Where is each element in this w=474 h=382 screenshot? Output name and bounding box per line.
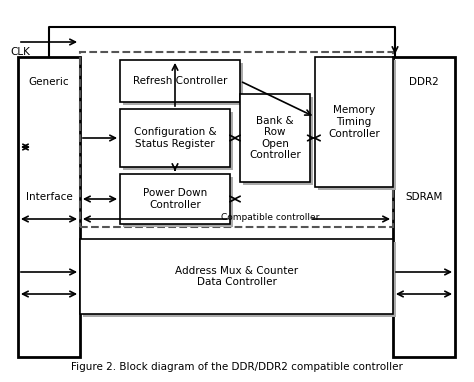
- Text: CLK: CLK: [10, 47, 30, 57]
- Bar: [123, 63, 243, 105]
- Bar: [83, 242, 396, 317]
- Bar: [120, 60, 240, 102]
- Bar: [80, 239, 393, 314]
- Bar: [80, 52, 393, 227]
- Text: Power Down
Controller: Power Down Controller: [143, 188, 207, 210]
- Text: Interface: Interface: [26, 192, 73, 202]
- Text: SDRAM: SDRAM: [405, 192, 443, 202]
- Bar: [123, 177, 233, 227]
- Bar: [393, 57, 455, 357]
- Bar: [120, 109, 230, 167]
- Text: Memory
Timing
Controller: Memory Timing Controller: [328, 105, 380, 139]
- Text: Generic: Generic: [29, 77, 69, 87]
- Bar: [18, 57, 80, 357]
- Text: Address Mux & Counter
Data Controller: Address Mux & Counter Data Controller: [175, 266, 298, 287]
- Bar: [318, 60, 396, 190]
- Text: Configuration &
Status Register: Configuration & Status Register: [134, 127, 216, 149]
- Text: Compatible controller: Compatible controller: [221, 213, 319, 222]
- Text: DDR2: DDR2: [409, 77, 439, 87]
- Bar: [243, 97, 313, 185]
- Text: Refresh Controller: Refresh Controller: [133, 76, 227, 86]
- Bar: [123, 112, 233, 170]
- Text: Bank &
Row
Open
Controller: Bank & Row Open Controller: [249, 116, 301, 160]
- Text: Figure 2. Block diagram of the DDR/DDR2 compatible controller: Figure 2. Block diagram of the DDR/DDR2 …: [71, 362, 403, 372]
- Bar: [315, 57, 393, 187]
- Bar: [120, 174, 230, 224]
- Bar: [240, 94, 310, 182]
